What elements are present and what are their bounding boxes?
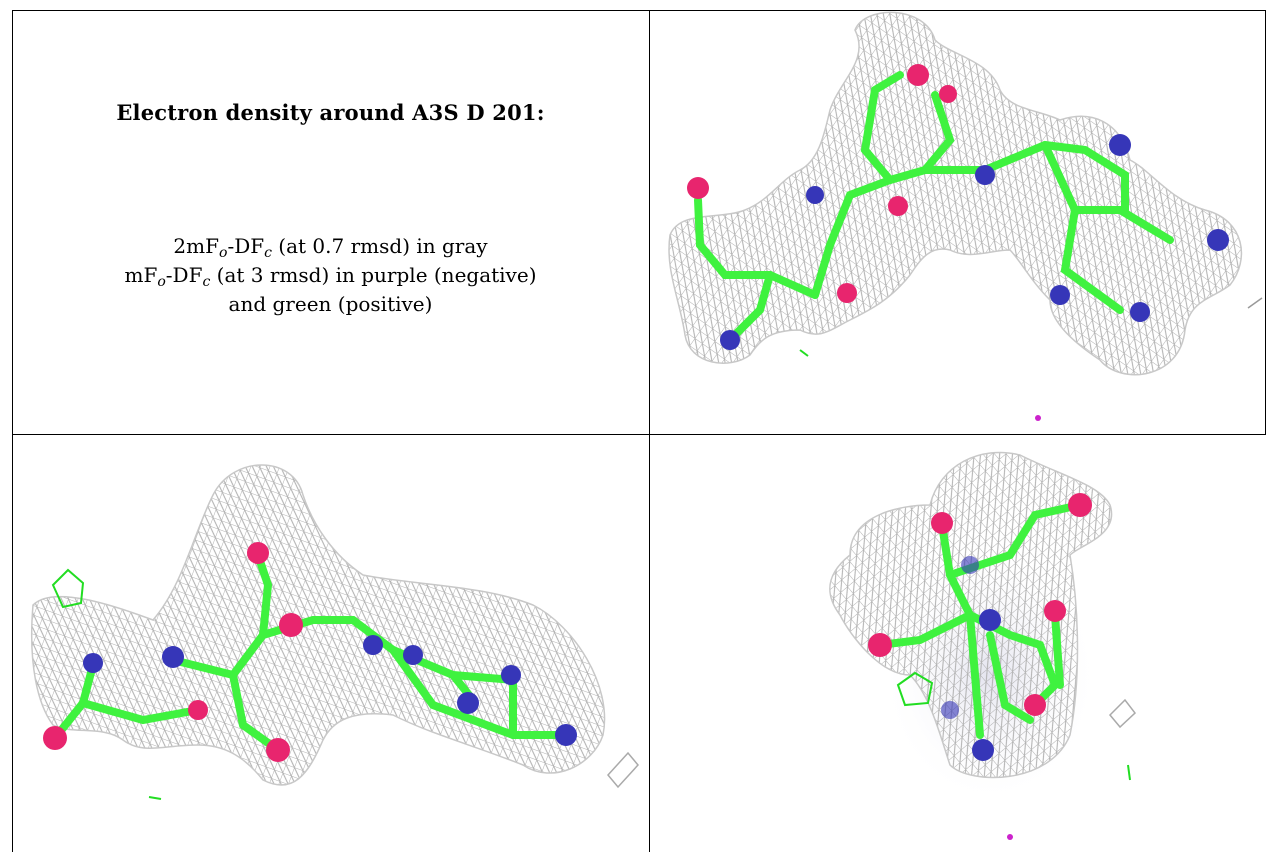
- oxygen-atoms: [868, 493, 1092, 716]
- density-render-3: [829, 451, 1137, 840]
- density-view-bottom-right: [650, 435, 1265, 852]
- caption-cell: Electron density around A3S D 201: 2mFo-…: [12, 10, 649, 434]
- table-border-top: [12, 10, 1266, 11]
- table-divider-horizontal: [12, 434, 1266, 435]
- caption-line-2fo-fc: 2mFo-DFc (at 0.7 rmsd) in gray: [173, 234, 488, 261]
- nitrogen-atoms: [83, 635, 577, 746]
- density-view-bottom-left: [13, 435, 649, 852]
- caption-line-fo-fc: mFo-DFc (at 3 rmsd) in purple (negative): [124, 263, 537, 290]
- density-render-2: [30, 464, 639, 800]
- caption-legend: 2mFo-DFc (at 0.7 rmsd) in gray mFo-DFc (…: [12, 232, 649, 319]
- caption-title: Electron density around A3S D 201:: [116, 100, 545, 125]
- mesh-envelope: [668, 11, 1243, 376]
- oxygen-atoms: [687, 64, 957, 303]
- positive-density-blob: [896, 671, 934, 707]
- figure-table: Electron density around A3S D 201: 2mFo-…: [12, 10, 1266, 852]
- caption-line-positive: and green (positive): [228, 292, 433, 316]
- molecule-sticks: [694, 71, 1174, 344]
- density-blobs: [896, 671, 1137, 840]
- density-view-top-right: [650, 10, 1265, 434]
- oxygen-atoms: [43, 542, 303, 762]
- nitrogen-atoms: [941, 556, 1001, 761]
- positive-density-blob: [51, 568, 85, 609]
- molecule-sticks: [876, 501, 1084, 739]
- density-render-1: [668, 11, 1263, 421]
- density-blobs: [51, 568, 639, 800]
- table-border-left: [12, 10, 13, 852]
- density-blobs: [799, 297, 1263, 421]
- nitrogen-atoms: [720, 134, 1229, 350]
- table-divider-vertical: [649, 10, 650, 852]
- table-border-right: [1265, 10, 1266, 434]
